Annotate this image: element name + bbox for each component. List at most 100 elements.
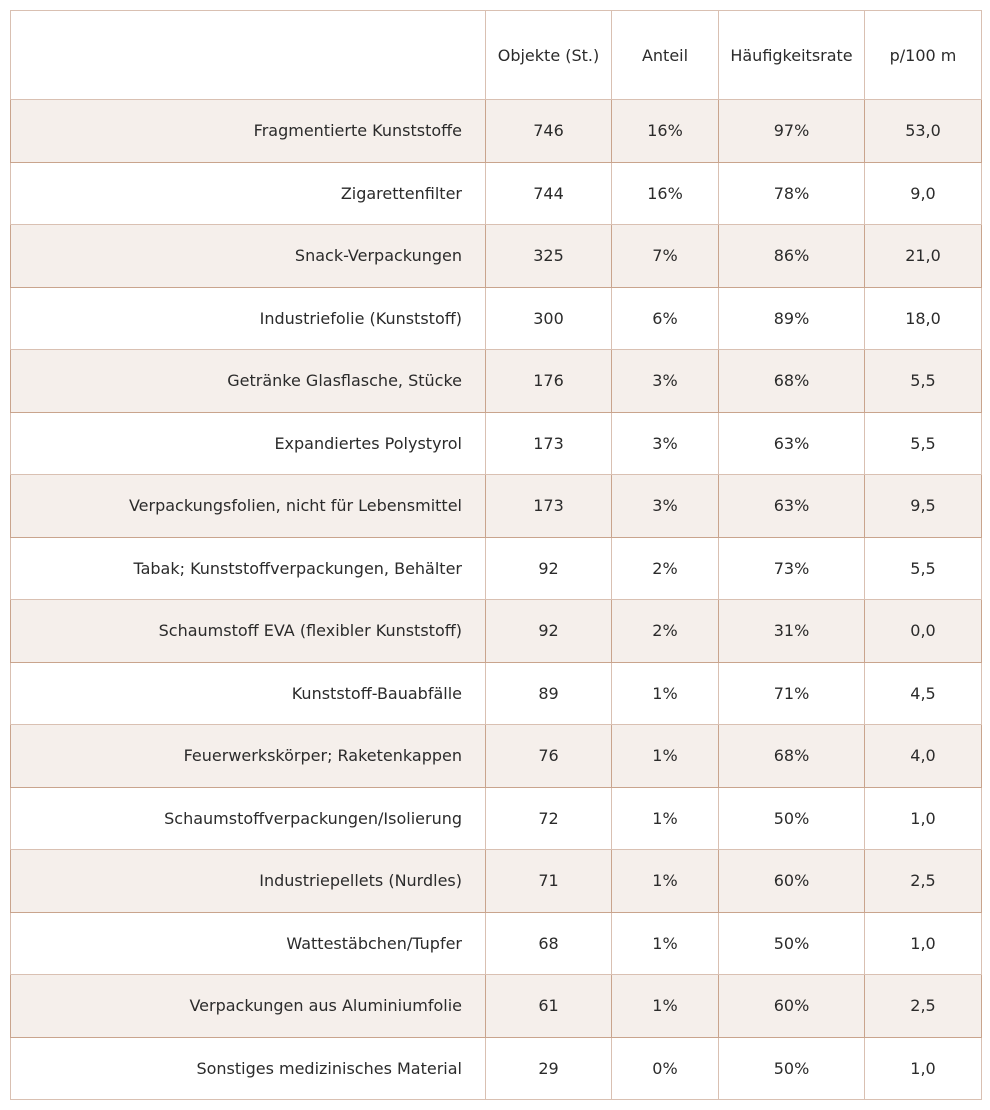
frequency-cell: 68% <box>718 724 865 788</box>
count-cell: 746 <box>485 99 612 163</box>
per-100m-cell: 21,0 <box>864 224 982 288</box>
count-cell: 71 <box>485 849 612 913</box>
item-label-cell: Sonstiges medizinisches Material <box>10 1036 486 1100</box>
item-label-cell: Schaumstoffverpackungen/Isolierung <box>10 786 486 850</box>
share-cell: 3% <box>611 474 719 538</box>
frequency-cell: 31% <box>718 599 865 663</box>
per-100m-cell: 0,0 <box>864 599 982 663</box>
per-100m-cell: 4,5 <box>864 661 982 725</box>
per-100m-cell: 18,0 <box>864 286 982 350</box>
table-row: Tabak; Kunststoffverpackungen, Behälter 9… <box>10 536 982 600</box>
share-cell: 3% <box>611 349 719 413</box>
item-label-cell: Schaumstoff EVA (flexibler Kunststoff) <box>10 599 486 663</box>
count-cell: 176 <box>485 349 612 413</box>
table-row: Schaumstoff EVA (flexibler Kunststoff) 92… <box>10 599 982 663</box>
count-cell: 29 <box>485 1036 612 1100</box>
per-100m-cell: 2,5 <box>864 974 982 1038</box>
count-cell: 61 <box>485 974 612 1038</box>
item-label-cell: Zigarettenfilter <box>10 161 486 225</box>
frequency-cell: 50% <box>718 786 865 850</box>
header-cell-item <box>10 10 486 100</box>
share-cell: 16% <box>611 161 719 225</box>
header-cell-count: Objekte (St.) <box>485 10 612 100</box>
per-100m-cell: 53,0 <box>864 99 982 163</box>
item-label-cell: Fragmentierte Kunststoffe <box>10 99 486 163</box>
share-cell: 1% <box>611 786 719 850</box>
frequency-cell: 50% <box>718 911 865 975</box>
per-100m-cell: 9,5 <box>864 474 982 538</box>
table-row: Verpackungsfolien, nicht für Lebensmitte… <box>10 474 982 538</box>
frequency-cell: 60% <box>718 849 865 913</box>
header-cell-per-100m: p/100 m <box>864 10 982 100</box>
per-100m-cell: 2,5 <box>864 849 982 913</box>
count-cell: 744 <box>485 161 612 225</box>
table-row: Verpackungen aus Aluminiumfolie 61 1% 60% 2,… <box>10 974 982 1038</box>
share-cell: 2% <box>611 536 719 600</box>
per-100m-cell: 1,0 <box>864 911 982 975</box>
frequency-cell: 86% <box>718 224 865 288</box>
frequency-cell: 63% <box>718 411 865 475</box>
frequency-cell: 60% <box>718 974 865 1038</box>
item-label-cell: Getränke Glasflasche, Stücke <box>10 349 486 413</box>
count-cell: 92 <box>485 536 612 600</box>
header-cell-frequency: Häufigkeitsrate <box>718 10 865 100</box>
table-row: Sonstiges medizinisches Material 29 0% 50% 1… <box>10 1036 982 1100</box>
per-100m-cell: 5,5 <box>864 411 982 475</box>
table-row: Zigarettenfilter 744 16% 78% 9,0 <box>10 161 982 225</box>
count-cell: 325 <box>485 224 612 288</box>
item-label-cell: Kunststoff-Bauabfälle <box>10 661 486 725</box>
item-label-cell: Expandiertes Polystyrol <box>10 411 486 475</box>
item-label-cell: Tabak; Kunststoffverpackungen, Behälter <box>10 536 486 600</box>
table-row: Industriepellets (Nurdles) 71 1% 60% 2,5 <box>10 849 982 913</box>
per-100m-cell: 1,0 <box>864 1036 982 1100</box>
frequency-cell: 71% <box>718 661 865 725</box>
share-cell: 2% <box>611 599 719 663</box>
item-label-cell: Snack-Verpackungen <box>10 224 486 288</box>
count-cell: 300 <box>485 286 612 350</box>
count-cell: 92 <box>485 599 612 663</box>
item-label-cell: Wattestäbchen/Tupfer <box>10 911 486 975</box>
per-100m-cell: 5,5 <box>864 536 982 600</box>
table-row: Snack-Verpackungen 325 7% 86% 21,0 <box>10 224 982 288</box>
per-100m-cell: 1,0 <box>864 786 982 850</box>
share-cell: 1% <box>611 974 719 1038</box>
count-cell: 89 <box>485 661 612 725</box>
share-cell: 1% <box>611 724 719 788</box>
count-cell: 76 <box>485 724 612 788</box>
table-row: Kunststoff-Bauabfälle 89 1% 71% 4,5 <box>10 661 982 725</box>
frequency-cell: 78% <box>718 161 865 225</box>
share-cell: 1% <box>611 661 719 725</box>
frequency-cell: 68% <box>718 349 865 413</box>
share-cell: 3% <box>611 411 719 475</box>
count-cell: 68 <box>485 911 612 975</box>
share-cell: 1% <box>611 911 719 975</box>
share-cell: 16% <box>611 99 719 163</box>
count-cell: 173 <box>485 474 612 538</box>
count-cell: 173 <box>485 411 612 475</box>
per-100m-cell: 5,5 <box>864 349 982 413</box>
share-cell: 7% <box>611 224 719 288</box>
frequency-cell: 89% <box>718 286 865 350</box>
item-label-cell: Feuerwerkskörper; Raketenkappen <box>10 724 486 788</box>
header-cell-share: Anteil <box>611 10 719 100</box>
frequency-cell: 73% <box>718 536 865 600</box>
per-100m-cell: 4,0 <box>864 724 982 788</box>
table-row: Wattestäbchen/Tupfer 68 1% 50% 1,0 <box>10 911 982 975</box>
frequency-cell: 63% <box>718 474 865 538</box>
item-label-cell: Industriefolie (Kunststoff) <box>10 286 486 350</box>
table-row: Getränke Glasflasche, Stücke 176 3% 68% 5,5 <box>10 349 982 413</box>
table-row: Schaumstoffverpackungen/Isolierung 72 1% 50… <box>10 786 982 850</box>
table-row: Industriefolie (Kunststoff) 300 6% 89% 18,0 <box>10 286 982 350</box>
frequency-cell: 97% <box>718 99 865 163</box>
header-row: Objekte (St.) Anteil Häufigkeitsrate p/1… <box>10 10 982 100</box>
table-row: Expandiertes Polystyrol 173 3% 63% 5,5 <box>10 411 982 475</box>
table-row: Fragmentierte Kunststoffe 746 16% 97% 53,0 <box>10 99 982 163</box>
data-table: Objekte (St.) Anteil Häufigkeitsrate p/1… <box>10 10 982 1100</box>
table-row: Feuerwerkskörper; Raketenkappen 76 1% 68% 4,… <box>10 724 982 788</box>
item-label-cell: Verpackungen aus Aluminiumfolie <box>10 974 486 1038</box>
share-cell: 1% <box>611 849 719 913</box>
per-100m-cell: 9,0 <box>864 161 982 225</box>
count-cell: 72 <box>485 786 612 850</box>
item-label-cell: Verpackungsfolien, nicht für Lebensmitte… <box>10 474 486 538</box>
item-label-cell: Industriepellets (Nurdles) <box>10 849 486 913</box>
